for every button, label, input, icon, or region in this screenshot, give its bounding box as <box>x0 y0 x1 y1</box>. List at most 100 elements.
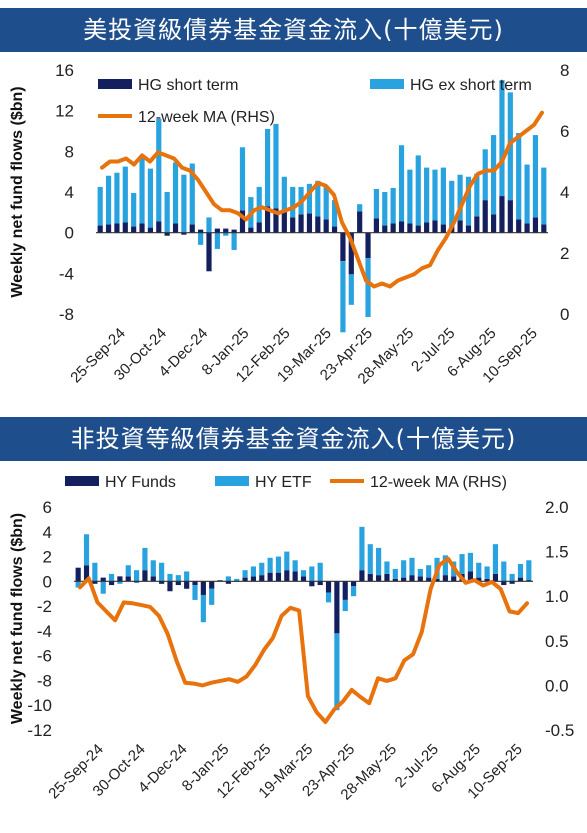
bar-2-s1 <box>501 581 507 586</box>
bar-1-s2 <box>415 155 421 226</box>
bar-2-s2 <box>409 557 415 576</box>
bar-2-s2 <box>83 534 90 566</box>
bar-1-s1 <box>198 229 204 233</box>
bar-2-s2 <box>384 561 390 574</box>
bar-1-s1 <box>398 221 405 233</box>
bar-1-s1 <box>172 223 179 233</box>
bar-1-s1 <box>524 223 530 233</box>
bar-1-s2 <box>214 232 220 249</box>
bar-1-s2 <box>365 258 371 318</box>
bar-2-s1 <box>509 581 515 584</box>
bar-2-s2 <box>259 562 265 576</box>
bar-2-s2 <box>426 565 432 578</box>
bar-2-s1 <box>359 570 365 582</box>
bar-1-s1 <box>331 226 338 233</box>
y2-tick-label: 1.0 <box>545 587 569 606</box>
y-tick-label: -6 <box>37 647 52 666</box>
bar-1-s2 <box>482 149 488 201</box>
bar-2-s1 <box>259 575 265 582</box>
bar-2-s2 <box>334 633 340 711</box>
bar-2-s1 <box>334 581 340 634</box>
bar-2-s1 <box>83 565 90 582</box>
bar-2-s2 <box>350 586 357 597</box>
bar-2-s2 <box>184 571 190 582</box>
bar-2-s1 <box>384 573 390 582</box>
bar-1-s1 <box>139 223 145 233</box>
bar-2-s2 <box>108 573 115 582</box>
bar-2-s2 <box>142 547 148 571</box>
y2-tick-label: 2.0 <box>545 498 569 517</box>
legend-label: 12-week MA (RHS) <box>138 109 275 126</box>
bar-1-s2 <box>373 188 380 219</box>
bar-1-s1 <box>432 220 438 233</box>
legend-swatch <box>215 476 249 486</box>
bar-1-s1 <box>181 232 187 235</box>
bar-2-s2 <box>342 599 348 612</box>
chart2-title: 非投資等級債券基金資金流入(十億美元) <box>0 417 587 461</box>
bar-2-s1 <box>417 576 423 582</box>
bar-2-s1 <box>284 570 290 582</box>
bar-2-s1 <box>517 577 524 582</box>
bar-2-s1 <box>325 581 332 593</box>
bar-2-s1 <box>309 581 315 587</box>
bar-1-s2 <box>156 118 162 222</box>
bar-2-s1 <box>275 572 282 582</box>
bar-1-s2 <box>189 163 195 225</box>
bar-1-s1 <box>465 225 472 233</box>
bar-1-s1 <box>315 216 321 233</box>
bar-1-s1 <box>189 224 195 233</box>
bar-2-s1 <box>217 580 223 582</box>
bar-2-s2 <box>325 592 332 603</box>
bar-2-s2 <box>484 566 490 579</box>
bar-1-s2 <box>273 123 279 209</box>
bar-2-s2 <box>117 581 123 584</box>
bar-2-s2 <box>501 561 507 582</box>
bar-1-s1 <box>499 196 505 233</box>
y2-tick-label: 0 <box>560 305 569 324</box>
bar-2-s1 <box>125 576 131 582</box>
bar-1-s1 <box>532 217 539 233</box>
bar-1-s1 <box>382 225 388 233</box>
bar-2-s1 <box>159 581 165 584</box>
bar-1-s2 <box>256 186 262 223</box>
bar-2-s1 <box>426 577 432 582</box>
bar-1-s2 <box>541 167 547 225</box>
bar-1-s2 <box>290 186 296 218</box>
bar-2-s1 <box>100 577 106 582</box>
bar-2-s1 <box>134 581 140 583</box>
y2-tick-label: 1.5 <box>545 543 569 562</box>
bar-1-s1 <box>156 221 162 233</box>
bar-1-s2 <box>424 167 430 223</box>
bar-1-s2 <box>105 175 112 225</box>
legend-label: HY ETF <box>255 474 312 491</box>
bar-2-s1 <box>484 578 490 582</box>
bar-1-s2 <box>323 185 329 220</box>
bar-1-s2 <box>432 169 438 221</box>
bar-1-s1 <box>147 227 154 233</box>
bar-2-s1 <box>476 577 482 582</box>
y2-tick-label: 2 <box>560 244 569 263</box>
bar-1-s2 <box>516 133 522 220</box>
bar-1-s1 <box>114 223 120 233</box>
bar-2-s1 <box>526 580 532 582</box>
y-tick-label: -2 <box>37 597 52 616</box>
bar-1-s1 <box>516 219 522 233</box>
bar-2-s2 <box>401 560 407 578</box>
bar-1-s2 <box>465 176 472 226</box>
hg-flows-chart: -8 -4 0 4 8 12 16 0 2 4 6 8 Weekly net fund flows ($… <box>9 61 569 388</box>
bar-1-s2 <box>147 168 154 228</box>
bar-2-s1 <box>192 581 198 586</box>
bar-1-s2 <box>206 217 212 233</box>
bar-1-s1 <box>214 228 220 233</box>
bar-2-s2 <box>75 581 81 588</box>
bar-1-s2 <box>331 200 338 227</box>
bar-2-s2 <box>159 562 165 582</box>
bar-2-s2 <box>192 585 198 600</box>
bar-2-s2 <box>267 557 273 573</box>
bar-1-s2 <box>97 186 103 226</box>
bar-2-s1 <box>167 581 173 592</box>
bar-2-s2 <box>442 555 448 576</box>
bar-2-s2 <box>284 551 290 571</box>
ma-line-1 <box>100 110 544 289</box>
y2-tick-label: 0.0 <box>545 676 569 695</box>
